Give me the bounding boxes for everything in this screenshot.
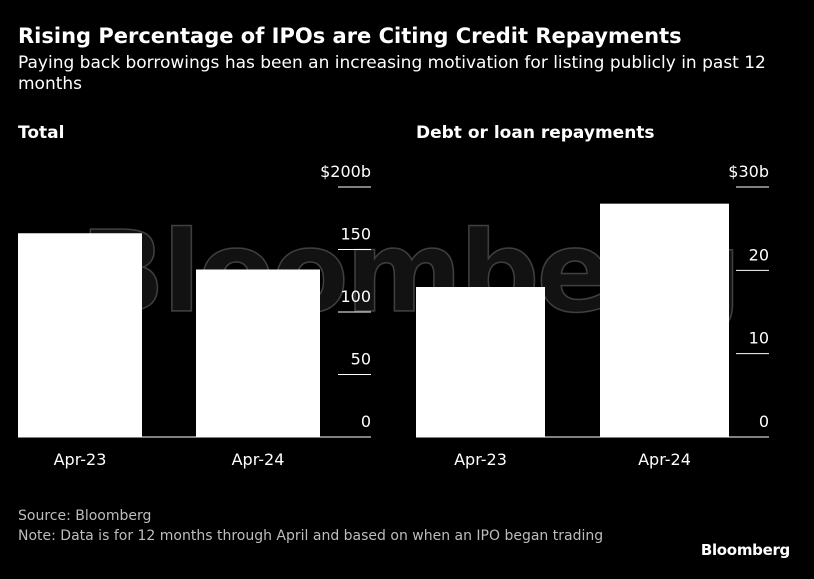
chart-1-category-label: Apr-23	[54, 450, 107, 469]
chart-1-ytick-label: 100	[340, 287, 371, 306]
bloomberg-logo: Bloomberg	[700, 541, 790, 559]
chart-2-ytick-label: 0	[759, 412, 769, 431]
chart-1-title: Total	[18, 123, 64, 143]
chart-1-bar	[196, 269, 320, 437]
chart-2-bar	[600, 203, 729, 437]
chart-2-title: Debt or loan repayments	[416, 123, 655, 143]
chart-2-ytick-label: 20	[749, 245, 769, 264]
chart-1-ytick-label: 0	[361, 412, 371, 431]
chart-1-category-label: Apr-24	[232, 450, 285, 469]
source-text: Source: Bloomberg	[18, 508, 152, 524]
chart-subtitle: Paying back borrowings has been an incre…	[18, 53, 766, 94]
chart-1-bar	[18, 233, 142, 437]
chart-2-ytick-label: 10	[749, 329, 769, 348]
chart-2-bar	[416, 287, 545, 437]
chart-title: Rising Percentage of IPOs are Citing Cre…	[18, 24, 682, 48]
chart-2-category-label: Apr-24	[638, 450, 691, 469]
chart-1-ytick-label: 50	[351, 350, 371, 369]
chart-1-ytick-label: 150	[340, 225, 371, 244]
chart-2-category-label: Apr-23	[454, 450, 507, 469]
chart-2-ytick-label: $30b	[728, 162, 769, 181]
note-text: Note: Data is for 12 months through Apri…	[18, 528, 604, 544]
chart-1-ytick-label: $200b	[320, 162, 371, 181]
